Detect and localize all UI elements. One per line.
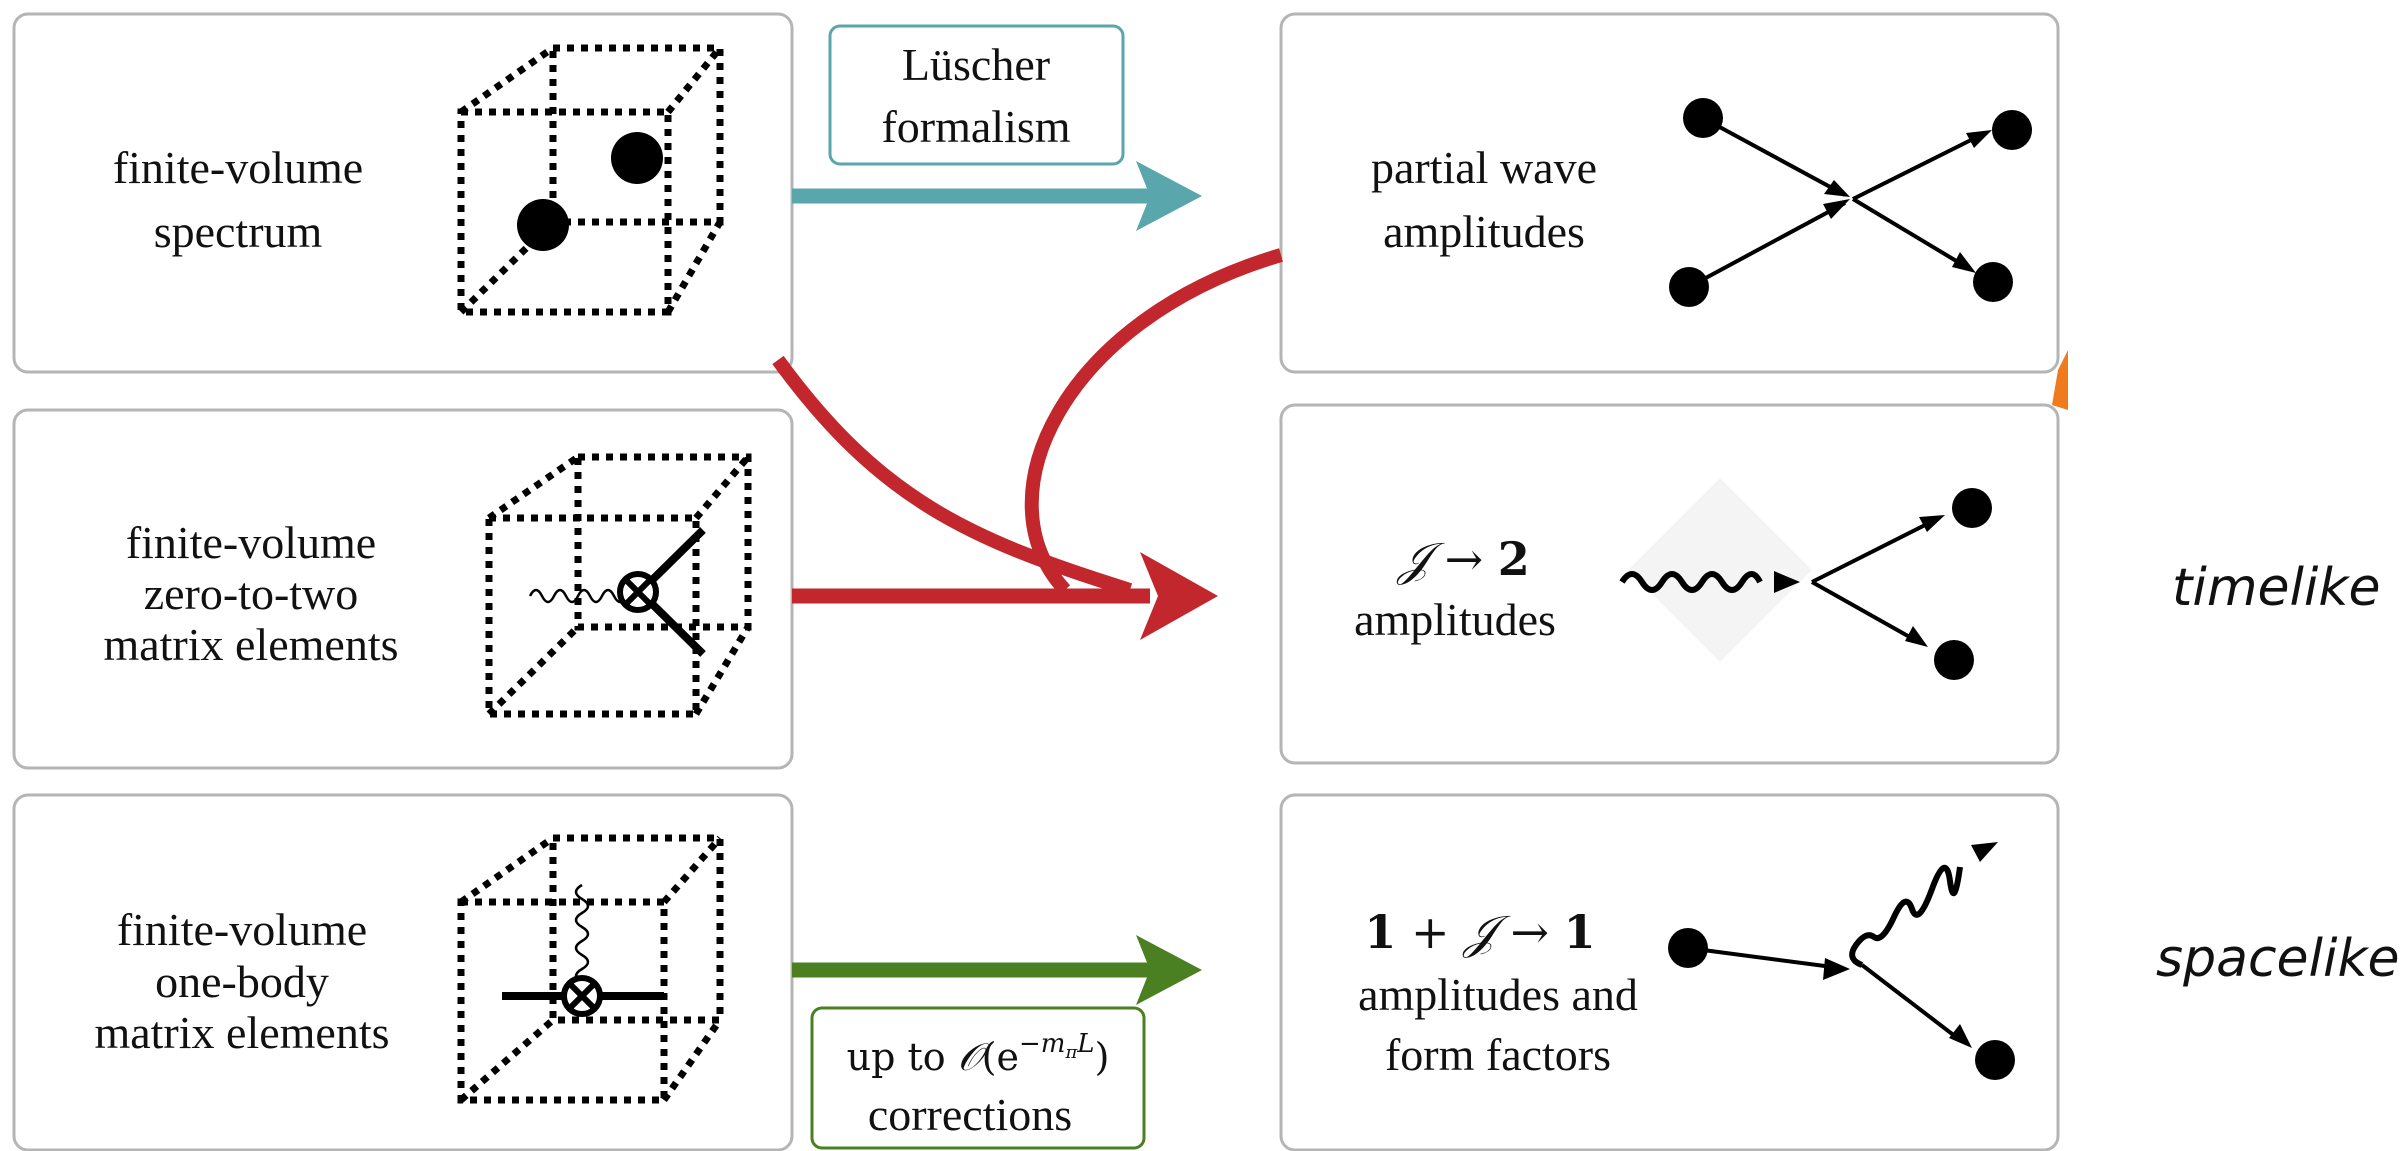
- svg-text:1 + 𝒥 → 1: 1 + 𝒥 → 1: [1364, 905, 1595, 959]
- one-symbol: 1: [1364, 905, 1396, 959]
- particle-dot: [611, 132, 663, 184]
- red-arrows: [772, 248, 1283, 640]
- luscher-arrow: [792, 161, 1202, 231]
- timelike-label: timelike: [2172, 558, 2380, 618]
- zero-to-two-label-line3: matrix elements: [103, 619, 398, 670]
- svg-text:corrections: corrections: [868, 1089, 1072, 1140]
- one-plus-j-label-line2: amplitudes and: [1358, 969, 1638, 1020]
- arrow-symbol: →: [1445, 532, 1484, 586]
- one-symbol-b: 1: [1564, 905, 1596, 959]
- finite-volume-box-current-icon: [485, 453, 752, 718]
- partial-wave-label-line2: amplitudes: [1383, 206, 1585, 257]
- one-plus-j-label-line3: form factors: [1385, 1029, 1611, 1080]
- panel-finite-volume-spectrum: finite-volume spectrum: [12, 12, 794, 374]
- svg-text:amplitudes: amplitudes: [1354, 594, 1556, 645]
- form-factor-diagram-icon: [1668, 842, 2015, 1080]
- current-wavy-line: [528, 588, 628, 604]
- spacelike-label: spacelike: [2156, 929, 2400, 989]
- panel-j-to-two-amplitudes: 𝒥 → 2 amplitudes: [1279, 403, 2060, 765]
- panel-one-body-matrix-elements: finite-volume one-body matrix elements: [12, 793, 794, 1151]
- spectrum-label-line1: finite-volume: [113, 142, 363, 193]
- svg-text:matrix elements: matrix elements: [103, 619, 398, 670]
- corrections-exp-L: L: [1076, 1029, 1094, 1059]
- arrow-symbol: →: [1511, 905, 1550, 959]
- svg-text:zero-to-two: zero-to-two: [144, 568, 359, 619]
- corrections-label-line2: corrections: [868, 1089, 1072, 1140]
- svg-text:Lüscher: Lüscher: [902, 39, 1050, 90]
- svg-text:partial wave: partial wave: [1371, 142, 1597, 193]
- diamond-highlight: [1628, 478, 1812, 662]
- two-symbol: 2: [1498, 532, 1530, 586]
- production-diagram-icon: [1619, 488, 1992, 680]
- one-body-label-line2: one-body: [155, 956, 329, 1007]
- luscher-label-line2: formalism: [881, 101, 1070, 152]
- photon-wavy-line: [1619, 571, 1763, 593]
- svg-text:amplitudes: amplitudes: [1383, 206, 1585, 257]
- panel-zero-to-two-matrix-elements: finite-volume zero-to-two matrix element…: [12, 408, 794, 770]
- svg-text:timelike: timelike: [2172, 558, 2380, 618]
- zero-to-two-label-line1: finite-volume: [126, 517, 376, 568]
- finite-volume-box-icon: [457, 44, 724, 316]
- svg-text:amplitudes and: amplitudes and: [1358, 969, 1638, 1020]
- corrections-exp-sub: π: [1064, 1042, 1078, 1063]
- corrections-close: ): [1095, 1035, 1110, 1079]
- luscher-formalism-box: Lüscher formalism: [828, 24, 1125, 166]
- photon-wavy-line: [1849, 865, 1963, 968]
- luscher-label-line1: Lüscher: [902, 39, 1050, 90]
- scattering-diagram-icon: [1669, 98, 2032, 307]
- j-to-two-label-line2: amplitudes: [1354, 594, 1556, 645]
- corrections-open: (e: [982, 1035, 1019, 1079]
- one-body-label-line1: finite-volume: [117, 904, 367, 955]
- plus-symbol: +: [1411, 905, 1450, 959]
- green-arrow: [792, 935, 1202, 1005]
- svg-text:matrix elements: matrix elements: [94, 1007, 389, 1058]
- partial-wave-label-line1: partial wave: [1371, 142, 1597, 193]
- orange-accent-shape: [2052, 350, 2068, 410]
- particle-dot: [517, 199, 569, 251]
- svg-text:up to 𝒪(e−mπL): up to 𝒪(e−mπL): [847, 1029, 1110, 1079]
- svg-text:form factors: form factors: [1385, 1029, 1611, 1080]
- corrections-prefix: up to: [847, 1035, 958, 1079]
- one-body-label-line3: matrix elements: [94, 1007, 389, 1058]
- svg-text:spectrum: spectrum: [154, 206, 323, 257]
- svg-text:finite-volume: finite-volume: [126, 517, 376, 568]
- svg-text:one-body: one-body: [155, 956, 329, 1007]
- zero-to-two-label-line2: zero-to-two: [144, 568, 359, 619]
- svg-text:formalism: formalism: [881, 101, 1070, 152]
- svg-text:𝒥 → 2: 𝒥 → 2: [1396, 532, 1530, 586]
- finite-volume-box-one-body-icon: [457, 834, 724, 1104]
- svg-text:spacelike: spacelike: [2156, 929, 2400, 989]
- panel-one-plus-j-to-one-amplitudes: 1 + 𝒥 → 1 amplitudes and form factors: [1279, 793, 2060, 1151]
- spectrum-label-line2: spectrum: [154, 206, 323, 257]
- svg-text:finite-volume: finite-volume: [117, 904, 367, 955]
- corrections-exponent: −m: [1019, 1029, 1065, 1059]
- corrections-box: up to 𝒪(e−mπL) corrections: [810, 1006, 1146, 1150]
- svg-text:finite-volume: finite-volume: [113, 142, 363, 193]
- panel-partial-wave-amplitudes: partial wave amplitudes: [1279, 12, 2060, 374]
